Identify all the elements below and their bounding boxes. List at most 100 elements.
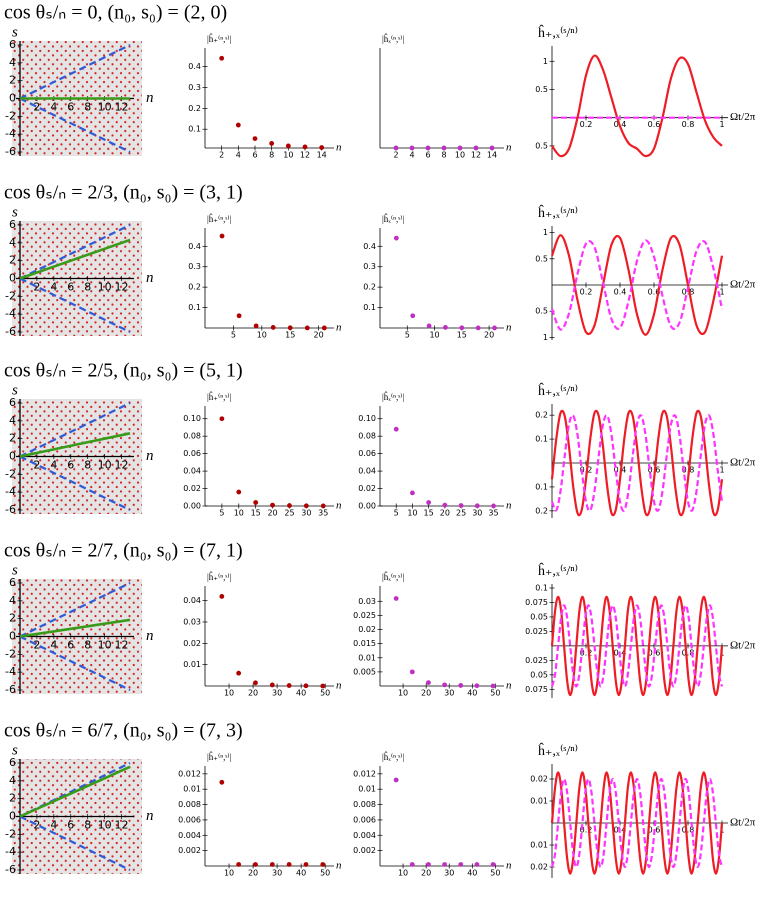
x-tick-label: 12 — [300, 151, 310, 160]
point — [235, 122, 241, 128]
point — [474, 503, 480, 509]
x-tick-label: 50 — [490, 869, 500, 878]
y-tick-label: 0.004 — [178, 831, 201, 840]
y-tick-label: 2 — [9, 612, 16, 625]
y-axis-label: s — [12, 382, 18, 398]
point — [458, 862, 464, 867]
x-tick-label: 10 — [257, 331, 267, 340]
y-tick-label: 0 — [9, 450, 16, 463]
point — [302, 144, 308, 150]
x-tick-label: 14 — [487, 151, 497, 160]
y-axis-label: |ĥ₊⁽ⁿ,ˢ⁾| — [207, 34, 231, 44]
y-tick-label: 0.015 — [353, 639, 376, 648]
x-tick-label: 8 — [84, 639, 91, 652]
y-tick-label: 0.002 — [353, 846, 376, 855]
point — [426, 680, 431, 686]
x-tick-label: 15 — [424, 509, 434, 518]
x-tick-label: 5 — [394, 509, 399, 518]
row-title: cos θₛ/ₙ = 6/7, (n₀, s₀) = (7, 3) — [4, 720, 243, 742]
x-tick-label: 2 — [33, 281, 40, 294]
waveform — [550, 595, 724, 697]
x-tick-label: 4 — [50, 459, 57, 472]
ray — [19, 238, 131, 280]
ray — [19, 277, 131, 333]
x-tick-label: 2 — [393, 151, 398, 160]
ray — [19, 762, 131, 818]
waveform — [550, 777, 724, 869]
y-axis-label: |ĥ₊⁽ⁿ,ˢ⁾| — [207, 392, 231, 402]
x-axis-label: n — [336, 860, 342, 872]
ray — [19, 618, 131, 638]
y-tick-label: 0.025 — [525, 627, 548, 636]
y-tick-label: 0.1 — [535, 482, 548, 491]
point — [426, 862, 431, 867]
waveform — [550, 604, 724, 688]
point — [474, 683, 480, 689]
point — [492, 325, 497, 331]
y-tick-label: -4 — [5, 845, 16, 858]
point — [236, 489, 242, 495]
point — [475, 325, 481, 331]
point — [442, 502, 448, 508]
point — [410, 313, 416, 319]
y-tick-label: -2 — [5, 109, 16, 122]
waveform — [550, 414, 724, 512]
waveform — [550, 409, 724, 517]
y-axis-label: ĥ₊,ₓ⁽ˢ/ⁿ⁾ — [538, 204, 578, 221]
x-tick-label: 50 — [490, 689, 500, 698]
x-tick-label: 35 — [318, 509, 328, 518]
y-tick-label: 0.4 — [188, 242, 201, 251]
y-axis-label: |ĥ₊⁽ⁿ,ˢ⁾| — [207, 752, 231, 762]
x-tick-label: 0.6 — [648, 120, 661, 129]
y-tick-label: 0.04 — [183, 596, 201, 605]
y-axis-label: |ĥ₊⁽ⁿ,ˢ⁾| — [207, 572, 231, 582]
y-tick-label: 6 — [9, 756, 16, 769]
x-tick-label: 0.8 — [682, 120, 695, 129]
y-tick-label: 0.3 — [188, 262, 201, 271]
x-tick-label: 35 — [488, 509, 498, 518]
y-tick-label: 4 — [9, 414, 16, 427]
y-axis-label: |ĥₓ⁽ⁿ,ˢ⁾| — [382, 392, 404, 402]
y-tick-label: 0.2 — [535, 506, 548, 515]
y-tick-label: -6 — [5, 683, 16, 696]
point — [303, 503, 309, 509]
x-tick-label: 0.4 — [614, 288, 627, 297]
point — [252, 136, 258, 142]
point — [426, 500, 432, 505]
point — [321, 325, 327, 331]
y-tick-label: 0 — [9, 92, 16, 105]
x-axis-label: n — [506, 500, 512, 512]
point — [269, 682, 275, 688]
x-tick-label: 0.2 — [580, 648, 593, 657]
point — [286, 862, 292, 867]
y-tick-label: 0.002 — [178, 846, 201, 855]
point — [442, 862, 448, 867]
y-tick-label: 0 — [9, 630, 16, 643]
x-tick-label: 6 — [67, 639, 74, 652]
y-tick-label: 0.02 — [358, 484, 376, 493]
y-tick-label: -4 — [5, 485, 16, 498]
point — [253, 323, 259, 329]
point — [473, 145, 479, 151]
point — [458, 503, 464, 508]
y-tick-label: 0.1 — [535, 435, 548, 444]
y-axis-label: ĥ₊,ₓ⁽ˢ/ⁿ⁾ — [538, 742, 578, 759]
y-tick-label: -4 — [5, 127, 16, 140]
point — [409, 145, 415, 151]
point — [219, 779, 225, 785]
x-axis-label: n — [336, 142, 342, 154]
y-tick-label: 0.1 — [188, 303, 201, 312]
y-axis-label: s — [12, 562, 18, 578]
x-tick-label: 25 — [456, 509, 466, 518]
y-tick-label: 0.2 — [188, 283, 201, 292]
y-axis-label: |ĥₓ⁽ⁿ,ˢ⁾| — [382, 572, 404, 582]
y-axis-label: |ĥₓ⁽ⁿ,ˢ⁾| — [382, 214, 404, 224]
y-tick-label: 0.08 — [358, 432, 376, 441]
y-tick-label: 0.5 — [535, 85, 548, 94]
x-tick-label: 4 — [50, 819, 57, 832]
y-tick-label: 0.1 — [188, 125, 201, 134]
y-tick-label: 0.025 — [525, 656, 548, 665]
ray — [19, 765, 131, 818]
y-tick-label: 0.1 — [535, 584, 548, 593]
point — [459, 325, 465, 331]
